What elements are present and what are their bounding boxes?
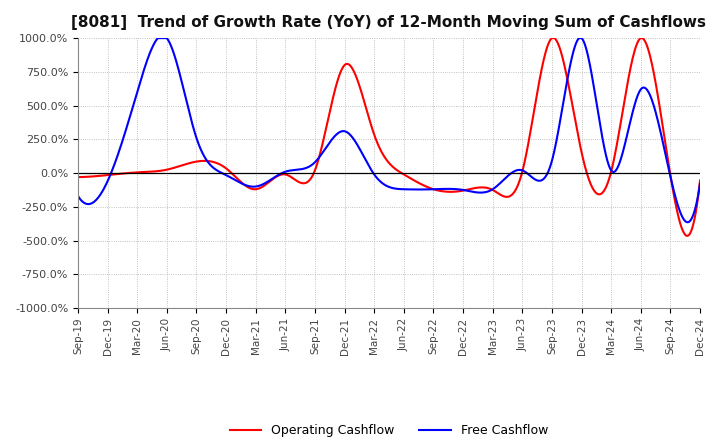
Operating Cashflow	[548, 36, 557, 41]
Free Cashflow	[138, 75, 146, 81]
Free Cashflow	[326, 139, 335, 144]
Operating Cashflow	[501, 194, 510, 199]
Free Cashflow	[570, 44, 579, 49]
Operating Cashflow	[570, 116, 579, 121]
Operating Cashflow	[325, 110, 334, 115]
Free Cashflow	[683, 220, 692, 225]
Free Cashflow	[348, 135, 357, 140]
Operating Cashflow	[559, 59, 568, 65]
Operating Cashflow	[683, 233, 691, 238]
Operating Cashflow	[138, 169, 146, 175]
Free Cashflow	[501, 175, 510, 180]
Operating Cashflow	[696, 178, 704, 183]
Operating Cashflow	[348, 65, 356, 70]
Free Cashflow	[696, 181, 704, 187]
Legend: Operating Cashflow, Free Cashflow: Operating Cashflow, Free Cashflow	[225, 419, 553, 440]
Free Cashflow	[559, 98, 568, 103]
Title: [8081]  Trend of Growth Rate (YoY) of 12-Month Moving Sum of Cashflows: [8081] Trend of Growth Rate (YoY) of 12-…	[71, 15, 706, 30]
Line: Operating Cashflow: Operating Cashflow	[78, 38, 700, 236]
Free Cashflow	[73, 193, 82, 198]
Operating Cashflow	[73, 175, 82, 180]
Line: Free Cashflow: Free Cashflow	[78, 38, 700, 222]
Free Cashflow	[154, 36, 163, 41]
